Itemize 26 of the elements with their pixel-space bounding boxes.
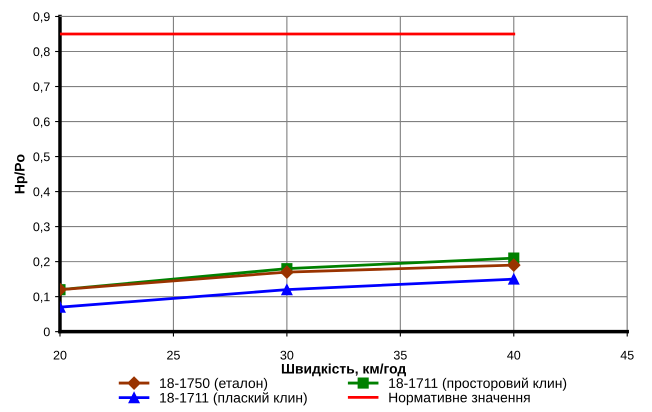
y-tick-label: 0,2 — [33, 257, 50, 268]
y-tick-label: 0,3 — [33, 222, 50, 233]
y-tick-label: 0,6 — [33, 117, 50, 128]
point — [280, 266, 294, 279]
x-tick-label: 30 — [280, 350, 294, 360]
y-tick-label: 0,4 — [33, 187, 50, 198]
legend-label: 18-1750 (еталон) — [160, 378, 268, 391]
y-tick-label: 0,9 — [33, 12, 50, 23]
point — [508, 274, 520, 285]
x-tick-label: 25 — [167, 350, 180, 360]
x-tick-label: 20 — [54, 350, 66, 360]
point — [507, 258, 520, 272]
y-axis-title: Hp/Po — [14, 154, 28, 194]
x-axis-title: Швидкість, км/год — [282, 363, 406, 376]
legend-label: 18-1711 (просторовий клин) — [389, 378, 566, 391]
y-tick-label: 0,8 — [33, 47, 50, 58]
x-tick-label: 35 — [394, 350, 407, 360]
x-tick-label: 40 — [507, 350, 520, 360]
y-tick-label: 0,1 — [33, 292, 50, 303]
point — [281, 284, 292, 296]
x-tick-label: 45 — [620, 350, 634, 360]
legend-label: Нормативне значення — [389, 392, 530, 406]
y-tick-label: 0,5 — [33, 152, 50, 163]
y-tick-label: 0 — [44, 327, 50, 336]
legend-label: 18-1711 (плаский клин) — [160, 392, 307, 406]
y-tick-label: 0,7 — [33, 82, 50, 93]
